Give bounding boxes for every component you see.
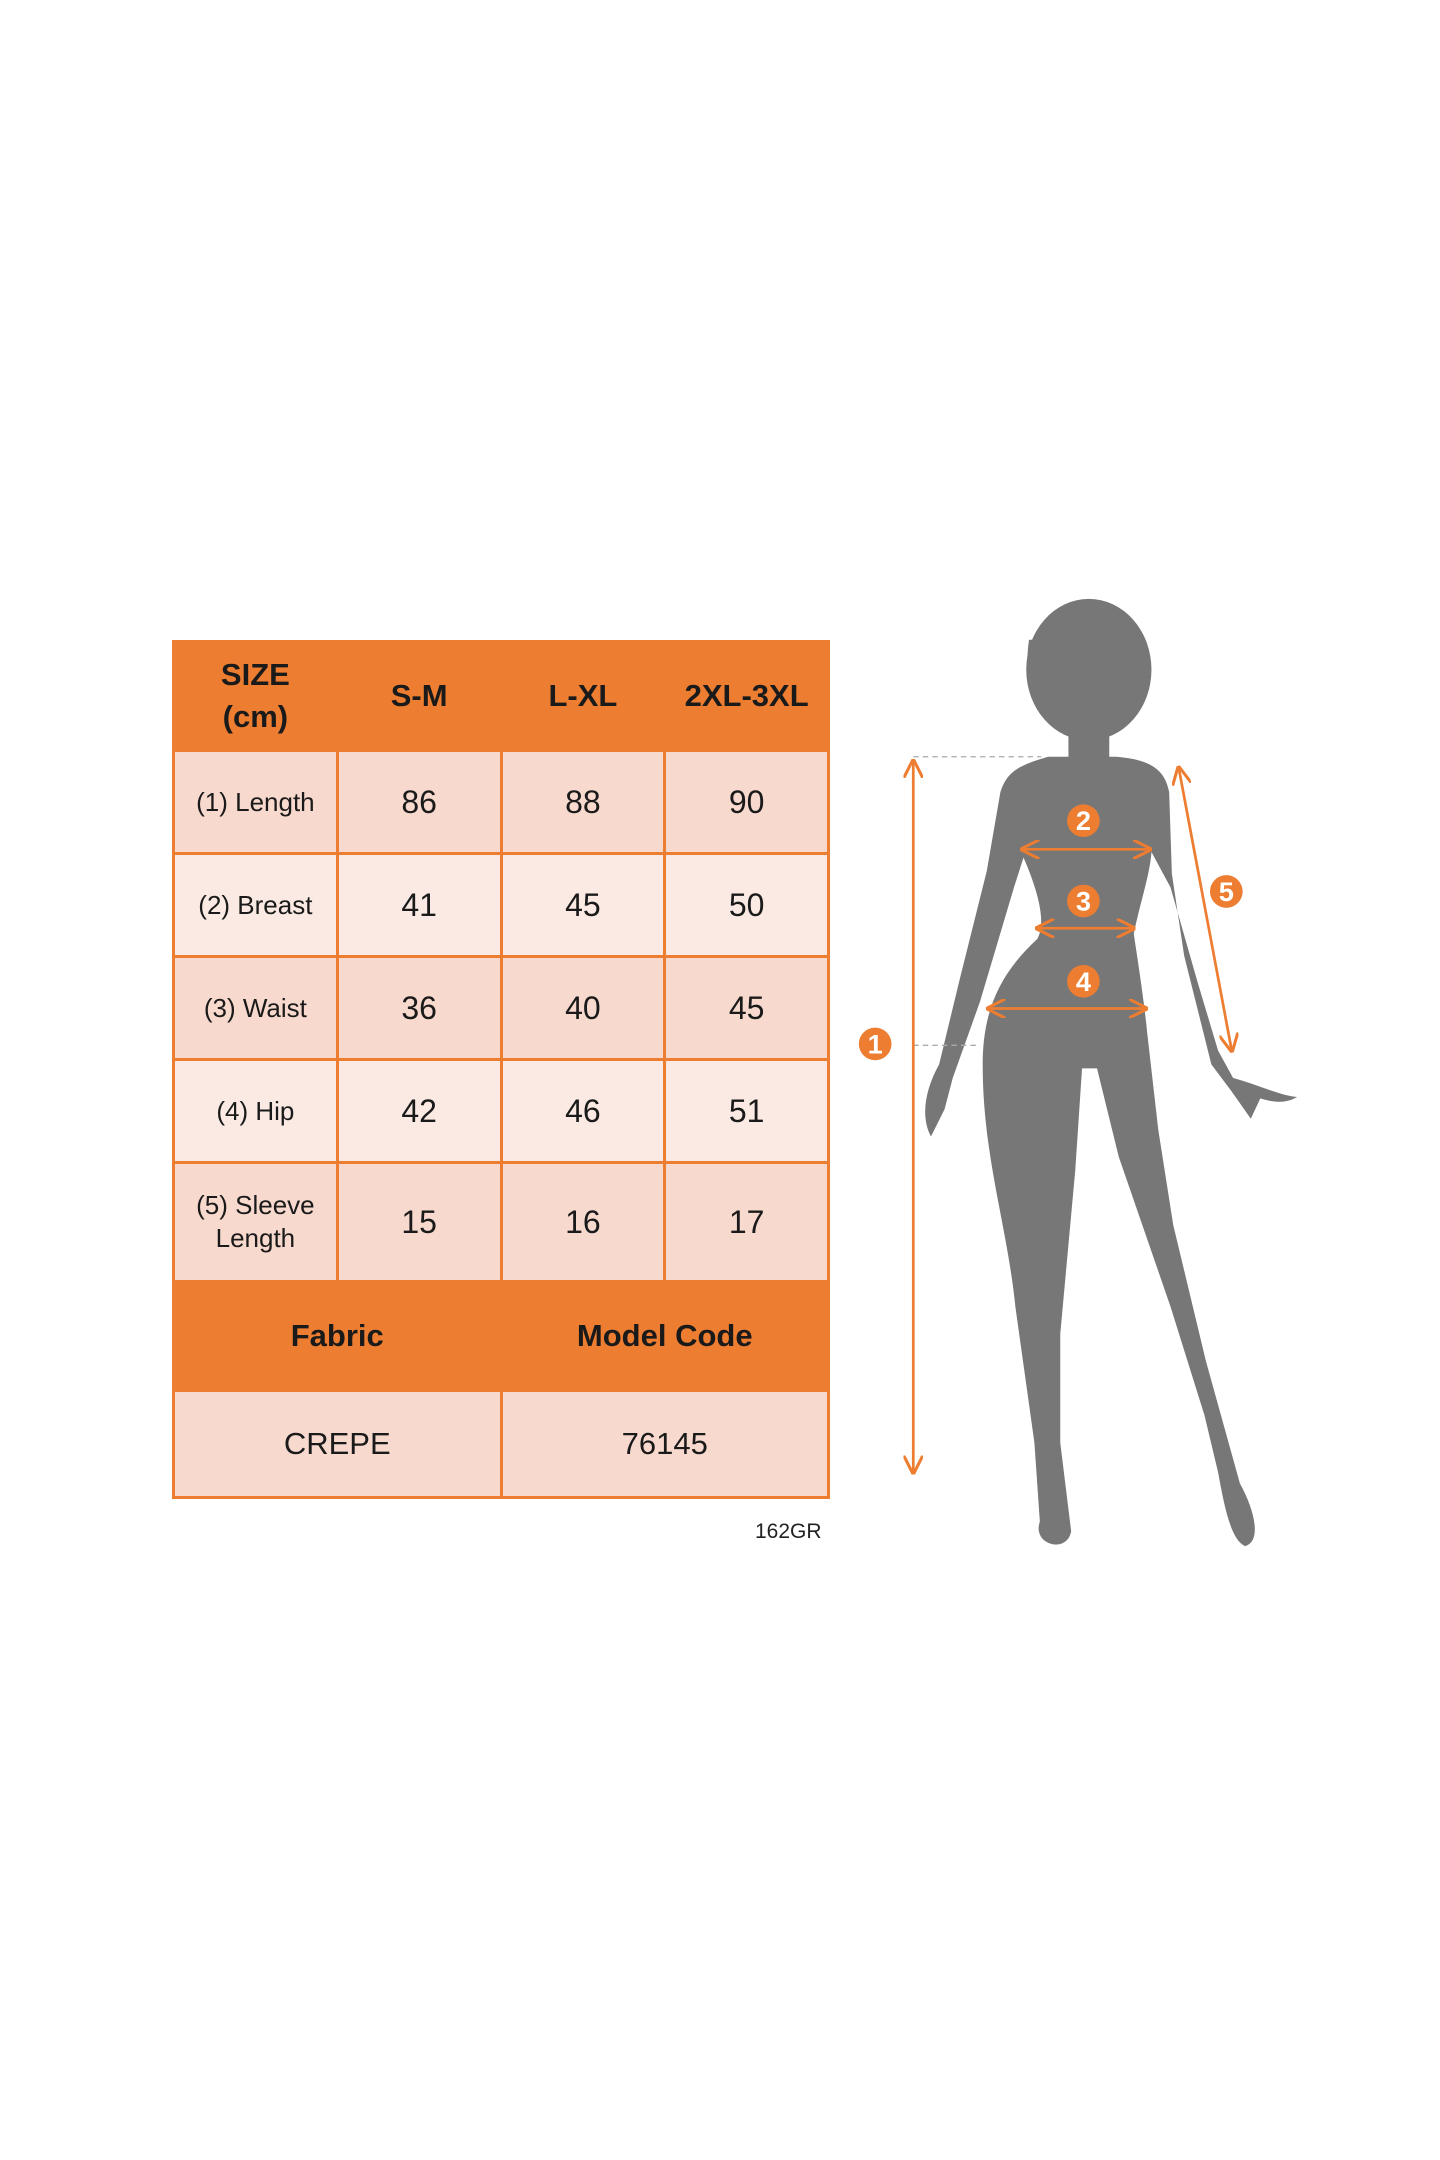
footer-header-row: Fabric Model Code <box>172 1280 830 1392</box>
cell: 86 <box>335 749 503 855</box>
marker-5: 5 <box>1209 875 1243 908</box>
marker-1: 1 <box>858 1027 892 1061</box>
model-code-value: 76145 <box>499 1389 830 1499</box>
cell: 88 <box>499 749 667 855</box>
row-label: (1) Length <box>172 749 339 855</box>
table-header-row: SIZE (cm) S-M L-XL 2XL-3XL <box>172 640 830 752</box>
column-header: L-XL <box>499 640 667 752</box>
cell: 16 <box>499 1161 667 1283</box>
cell: 15 <box>335 1161 503 1283</box>
cell: 50 <box>663 852 830 958</box>
column-header: S-M <box>335 640 503 752</box>
svg-text:5: 5 <box>1219 876 1234 907</box>
cell: 42 <box>335 1058 503 1164</box>
table-row: (2) Breast 41 45 50 <box>172 852 830 958</box>
row-label: (5) Sleeve Length <box>172 1161 339 1283</box>
cell: 41 <box>335 852 503 958</box>
product-code-label: 162GR <box>755 1520 822 1543</box>
svg-text:3: 3 <box>1076 886 1091 917</box>
model-code-header: Model Code <box>499 1280 830 1392</box>
cell: 45 <box>663 955 830 1061</box>
row-label-line: Length <box>215 1223 296 1253</box>
row-label: (3) Waist <box>172 955 339 1061</box>
cell: 90 <box>663 749 830 855</box>
column-header: 2XL-3XL <box>663 640 830 752</box>
size-unit-header: SIZE (cm) <box>172 640 339 752</box>
size-label: SIZE <box>220 657 290 692</box>
cell: 45 <box>499 852 667 958</box>
table-row: (4) Hip 42 46 51 <box>172 1058 830 1164</box>
cell: 40 <box>499 955 667 1061</box>
marker-2: 2 <box>1067 804 1100 838</box>
woman-silhouette <box>925 598 1298 1547</box>
unit-label: (cm) <box>222 699 289 734</box>
cell: 36 <box>335 955 503 1061</box>
fabric-value: CREPE <box>172 1389 503 1499</box>
fabric-header: Fabric <box>172 1280 503 1392</box>
row-label: (4) Hip <box>172 1058 339 1164</box>
cell: 17 <box>663 1161 830 1283</box>
cell: 51 <box>663 1058 830 1164</box>
sleeve-arrow <box>1179 768 1232 1051</box>
dashed-guide-lines <box>913 756 1042 1046</box>
cell: 46 <box>499 1058 667 1164</box>
footer-value-row: CREPE 76145 <box>172 1389 830 1499</box>
svg-text:4: 4 <box>1076 966 1091 997</box>
svg-text:1: 1 <box>868 1028 883 1059</box>
table-row: (5) Sleeve Length 15 16 17 <box>172 1161 830 1283</box>
svg-text:2: 2 <box>1076 805 1091 836</box>
measurement-arrows <box>913 761 1231 1473</box>
row-label: (2) Breast <box>172 852 339 958</box>
marker-3: 3 <box>1067 884 1100 918</box>
table-row: (1) Length 86 88 90 <box>172 749 830 855</box>
size-chart-table: SIZE (cm) S-M L-XL 2XL-3XL (1) Length 86 … <box>172 640 830 1499</box>
marker-4: 4 <box>1067 964 1100 998</box>
row-label-line: (5) Sleeve <box>196 1190 315 1220</box>
table-row: (3) Waist 36 40 45 <box>172 955 830 1061</box>
